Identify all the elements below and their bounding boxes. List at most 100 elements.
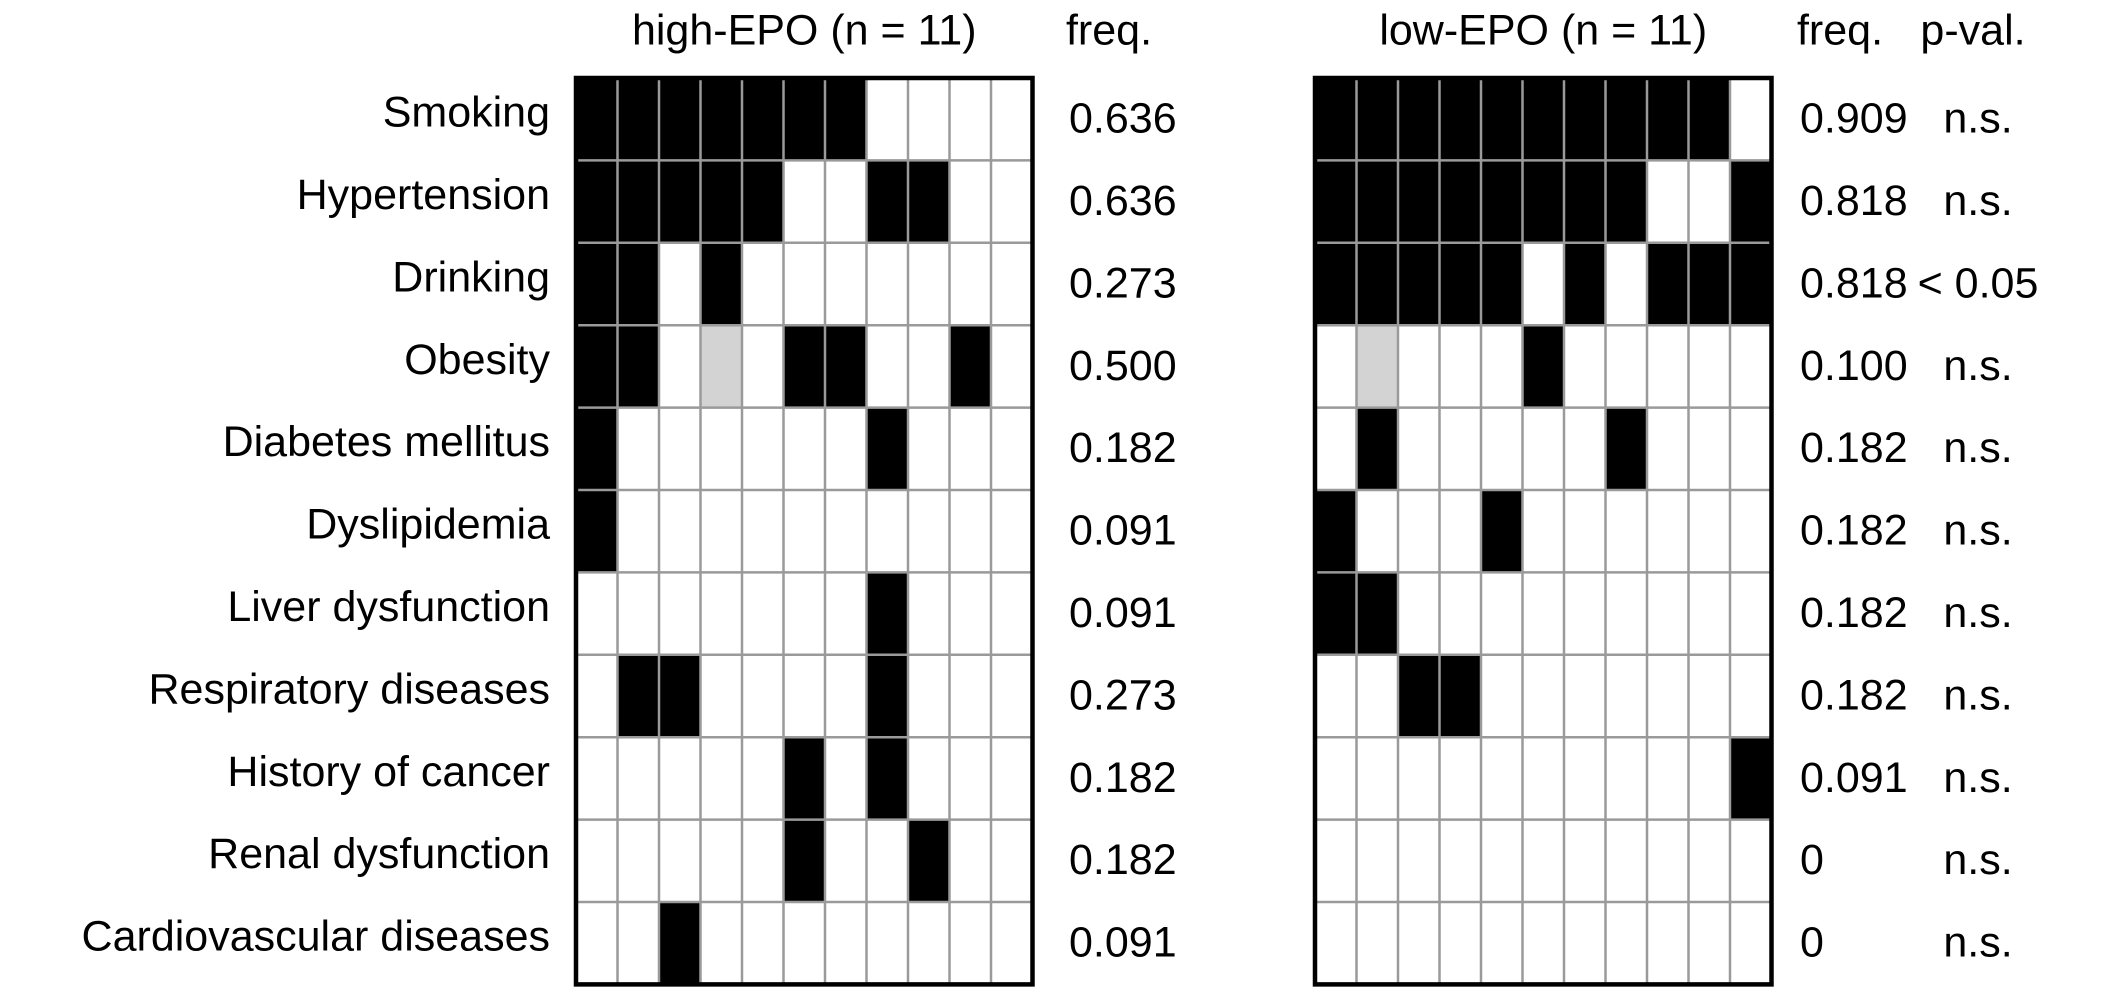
grid-cell <box>742 654 784 738</box>
grid-cell <box>659 490 701 573</box>
grid-cell <box>700 242 742 326</box>
grid-cell <box>1564 737 1606 820</box>
grid-cell <box>908 737 950 820</box>
grid-cell <box>659 819 701 902</box>
row-label: Obesity <box>404 336 550 384</box>
grid-cell <box>617 490 659 573</box>
grid-cell <box>866 160 908 243</box>
grid-cell <box>742 242 784 326</box>
grid-cell <box>949 737 991 820</box>
row-label: Smoking <box>383 89 550 137</box>
grid-cell <box>991 572 1033 655</box>
grid-cell <box>1398 490 1440 573</box>
row-label: Respiratory diseases <box>148 665 550 713</box>
grid-cell <box>576 654 618 738</box>
grid-cell <box>1522 737 1564 820</box>
grid-cell <box>576 242 618 326</box>
grid-cell <box>700 819 742 902</box>
freq-header: freq. <box>1797 6 1883 54</box>
grid-cell <box>825 242 867 326</box>
grid-cell <box>1688 737 1730 820</box>
pval-value: n.s. <box>1943 342 2012 390</box>
grid-cell <box>1439 819 1481 902</box>
grid-cell <box>1315 242 1357 326</box>
grid-cell <box>1439 654 1481 738</box>
grid-cell <box>742 407 784 490</box>
grid-cell <box>783 490 825 573</box>
grid-cell <box>1522 242 1564 326</box>
grid-cell <box>1564 490 1606 573</box>
grid-cell <box>1647 572 1689 655</box>
grid-cell <box>949 572 991 655</box>
grid-cell <box>949 325 991 408</box>
grid-cell <box>1522 819 1564 902</box>
grid-cell <box>1398 737 1440 820</box>
freq-value: 0.182 <box>1800 424 1908 472</box>
row-label: Hypertension <box>297 171 550 219</box>
grid-cell <box>783 160 825 243</box>
grid-cell <box>1522 160 1564 243</box>
grid-cell <box>1315 737 1357 820</box>
grid-cell <box>1564 819 1606 902</box>
grid-cell <box>783 819 825 902</box>
grid-cell <box>1315 490 1357 573</box>
grid-cell <box>700 654 742 738</box>
grid-cell <box>1398 160 1440 243</box>
grid-cell <box>866 325 908 408</box>
grid-cell <box>1730 572 1772 655</box>
grid-cell <box>825 819 867 902</box>
grid-cell <box>659 78 701 161</box>
grid-cell <box>1605 325 1647 408</box>
cells-layer <box>576 78 1772 985</box>
freq-value: 0.818 <box>1800 259 1908 307</box>
grid-cell <box>1730 819 1772 902</box>
grid-cell <box>783 737 825 820</box>
grid-cell <box>1647 242 1689 326</box>
grid-cell <box>1647 78 1689 161</box>
grid-cell <box>700 572 742 655</box>
grid-cell <box>1647 325 1689 408</box>
grid-cell <box>908 325 950 408</box>
pval-value: n.s. <box>1943 919 2012 967</box>
grid-cell <box>1522 325 1564 408</box>
grid-cell <box>1730 654 1772 738</box>
grid-cell <box>1398 407 1440 490</box>
grid-cell <box>576 902 618 985</box>
grid-cell <box>1522 654 1564 738</box>
grid-cell <box>659 654 701 738</box>
grid-cell <box>742 737 784 820</box>
freq-value: 0.091 <box>1069 589 1177 637</box>
grid-cell <box>908 78 950 161</box>
grid-cell <box>659 242 701 326</box>
grid-cell <box>617 819 659 902</box>
grid-cell <box>1315 325 1357 408</box>
row-label: Drinking <box>392 253 550 301</box>
grid-cell <box>1481 242 1523 326</box>
grid-cell <box>617 737 659 820</box>
pval-value: n.s. <box>1943 507 2012 555</box>
pval-value: n.s. <box>1943 424 2012 472</box>
grid-cell <box>576 407 618 490</box>
freq-value: 0.636 <box>1069 95 1177 143</box>
grid-cell <box>1564 407 1606 490</box>
grid-cell <box>908 242 950 326</box>
freq-value: 0 <box>1800 919 1824 967</box>
grid-cell <box>991 737 1033 820</box>
row-label: Dyslipidemia <box>306 501 550 549</box>
grid-cell <box>617 325 659 408</box>
grid-cell <box>576 490 618 573</box>
grid-cell <box>1522 407 1564 490</box>
grid-cell <box>1315 572 1357 655</box>
grid-cell <box>659 407 701 490</box>
pval-value: n.s. <box>1943 754 2012 802</box>
grid-cell <box>617 78 659 161</box>
grid-cell <box>908 902 950 985</box>
grid-cell <box>700 78 742 161</box>
grid-cell <box>1522 902 1564 985</box>
freq-value: 0.091 <box>1069 919 1177 967</box>
grid-cell <box>1688 160 1730 243</box>
grid-cell <box>1647 407 1689 490</box>
grid-cell <box>1730 242 1772 326</box>
freq-value: 0.182 <box>1069 424 1177 472</box>
grid-cell <box>1398 902 1440 985</box>
